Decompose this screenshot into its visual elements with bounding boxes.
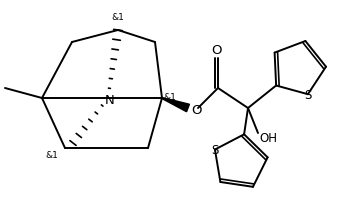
Text: S: S [304, 89, 312, 102]
Text: &1: &1 [164, 94, 176, 102]
Text: OH: OH [259, 132, 277, 144]
Text: O: O [211, 45, 221, 58]
Text: &1: &1 [46, 150, 58, 160]
Text: O: O [191, 104, 201, 116]
Text: &1: &1 [111, 14, 125, 22]
Text: S: S [211, 144, 219, 157]
Polygon shape [162, 98, 189, 112]
Text: N: N [105, 94, 115, 106]
